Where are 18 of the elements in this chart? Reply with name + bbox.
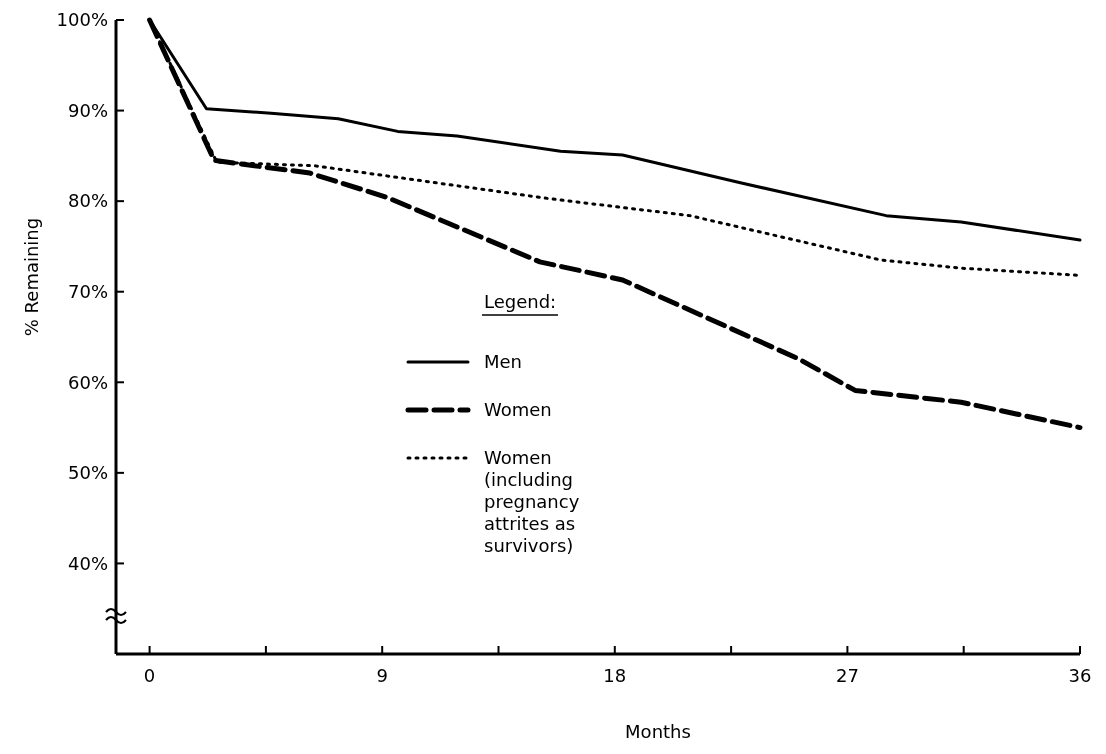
y-tick-label: 90% <box>67 99 108 121</box>
legend-title: Legend: <box>484 291 557 312</box>
x-axis-title: Months <box>625 721 691 742</box>
legend-label: Women (including pregnancy attrites as survivors) <box>484 447 580 556</box>
x-tick-label: 9 <box>376 665 388 686</box>
y-tick-label: 70% <box>67 281 108 303</box>
legend-label: Men <box>484 351 523 372</box>
y-tick-label: 40% <box>67 552 108 574</box>
x-tick-label: 0 <box>143 665 156 686</box>
x-tick-label: 18 <box>603 665 627 686</box>
y-tick-label: 50% <box>67 462 108 484</box>
x-tick-label: 27 <box>835 665 859 686</box>
y-tick-label: 100% <box>56 9 108 31</box>
y-tick-label: 60% <box>67 371 108 393</box>
x-tick-label: 36 <box>1068 665 1092 686</box>
y-tick-label: 80% <box>67 190 108 212</box>
legend-label: Women <box>484 399 552 420</box>
y-axis-title: % Remaining <box>21 217 42 337</box>
